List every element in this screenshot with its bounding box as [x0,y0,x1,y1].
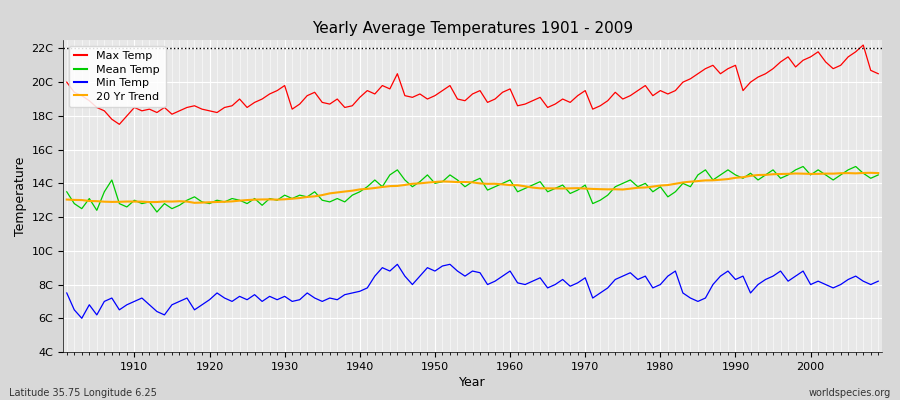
X-axis label: Year: Year [459,376,486,389]
Text: Latitude 35.75 Longitude 6.25: Latitude 35.75 Longitude 6.25 [9,388,157,398]
Y-axis label: Temperature: Temperature [14,156,27,236]
Text: worldspecies.org: worldspecies.org [809,388,891,398]
Legend: Max Temp, Mean Temp, Min Temp, 20 Yr Trend: Max Temp, Mean Temp, Min Temp, 20 Yr Tre… [68,46,166,107]
Title: Yearly Average Temperatures 1901 - 2009: Yearly Average Temperatures 1901 - 2009 [312,21,633,36]
